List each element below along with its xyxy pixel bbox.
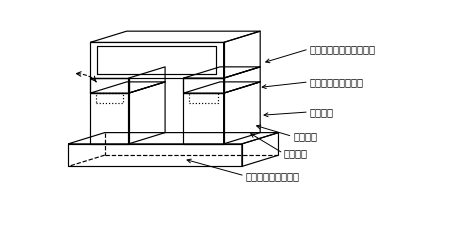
Text: 逃げ溝部: 逃げ溝部	[310, 107, 334, 117]
Text: フレキシブル液晶表示板: フレキシブル液晶表示板	[310, 44, 376, 54]
Text: 液晶表示板設置部材: 液晶表示板設置部材	[310, 77, 363, 87]
Text: 逃げ溝部: 逃げ溝部	[284, 148, 308, 158]
Text: 連結手段: 連結手段	[293, 131, 317, 141]
Text: 液晶表示板設置部材: 液晶表示板設置部材	[245, 171, 300, 181]
